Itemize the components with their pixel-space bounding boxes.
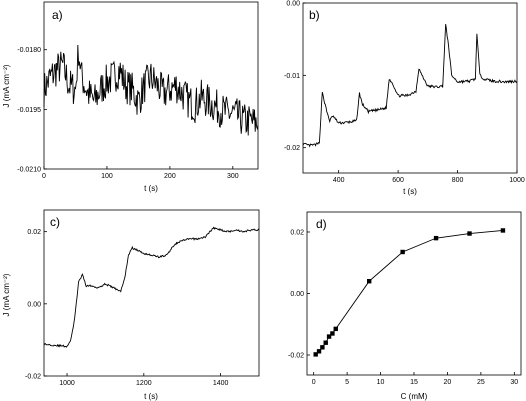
panel-d-data-point — [500, 228, 506, 233]
panel-d-ytick-label: 0.02 — [290, 229, 304, 236]
panel-a-ytick-label: -0.0195 — [17, 107, 41, 114]
panel-c-xlabel: t (s) — [144, 392, 158, 401]
panel-c-frame — [43, 209, 260, 377]
panel-b-ytick-label: -0.02 — [284, 145, 300, 152]
panel-b-label: b) — [309, 8, 320, 22]
panel-c-label: c) — [50, 215, 60, 229]
panel-a: 0 100 200 300 -0.0180 -0.0195 -0.0210 a) t (s)… — [2, 1, 259, 193]
panel-b-xlabel: t (s) — [403, 187, 417, 196]
panel-b-ytick-label: 0.00 — [286, 1, 300, 8]
panel-c: 1000 1200 1400 0.02 0.00 -0.02 c) t (s) J (mA… — [2, 209, 260, 401]
panel-d-xtick-label: 10 — [377, 379, 385, 386]
panel-a-xtick-label: 0 — [42, 173, 46, 180]
panel-d-ytick-label: 0.00 — [290, 291, 304, 298]
panel-a-label: a) — [52, 8, 63, 22]
panel-a-series-line — [43, 45, 259, 136]
panel-d-data-point — [330, 331, 335, 336]
panel-b-ytick-label: -0.01 — [284, 73, 300, 80]
panel-d-data-point — [467, 231, 472, 236]
panel-d-xtick-label: 20 — [444, 379, 452, 386]
panel-d-data-point — [316, 349, 322, 354]
panel-b-xtick-label: 800 — [452, 177, 464, 184]
panel-d-data-point — [323, 340, 328, 345]
panel-d-data-point — [333, 326, 338, 332]
panel-c-ylabel: J (mA cm⁻²) — [2, 273, 11, 316]
panel-a-xtick-label: 300 — [227, 173, 239, 180]
panel-d-ytick-label: -0.02 — [288, 353, 304, 360]
panel-c-ytick-label: 0.00 — [27, 301, 41, 308]
panel-d-data-point — [320, 345, 325, 350]
panel-b-frame — [302, 2, 518, 174]
panel-d-data-point — [366, 278, 372, 284]
panel-c-ytick-label: 0.02 — [27, 229, 41, 236]
panel-d-data-point — [313, 352, 318, 357]
panel-d-data-point — [400, 249, 405, 255]
panel-c-ytick-label: -0.02 — [25, 374, 41, 381]
panel-b-series-line — [302, 24, 518, 148]
panel-c-xtick-label: 1000 — [59, 380, 75, 387]
panel-a-ytick-label: -0.0210 — [17, 167, 41, 174]
panel-b-xtick-label: 1000 — [509, 177, 525, 184]
panel-b: 400 600 800 1000 0.00 -0.01 -0.02 b) t (s) — [284, 1, 525, 197]
panel-d-xlabel: C (mM) — [401, 392, 428, 401]
panel-d-data-point — [326, 334, 332, 339]
panel-d-xtick-label: 25 — [477, 379, 485, 386]
panel-a-ytick-label: -0.0180 — [17, 47, 41, 54]
panel-c-xtick-label: 1400 — [213, 380, 229, 387]
panel-d-xtick-label: 5 — [345, 379, 349, 386]
panel-b-xtick-label: 400 — [333, 177, 345, 184]
panel-d-data-point — [433, 235, 439, 241]
panel-d-fit-curve — [315, 230, 503, 355]
panel-d: 0 5 10 15 20 25 30 0.02 0.00 -0.02 d) C (mM) — [288, 211, 522, 401]
panel-b-xtick-label: 600 — [392, 177, 404, 184]
panel-d-xtick-label: 15 — [410, 379, 418, 386]
panel-a-ylabel: J (mA cm⁻²) — [2, 64, 11, 107]
panel-a-xlabel: t (s) — [144, 184, 158, 193]
panel-d-frame — [306, 211, 522, 376]
panel-a-xtick-label: 200 — [164, 173, 176, 180]
panel-a-xtick-label: 100 — [101, 173, 113, 180]
panel-c-series-line — [43, 226, 260, 348]
panel-d-xtick-label: 30 — [510, 379, 518, 386]
panel-c-xtick-label: 1200 — [136, 380, 152, 387]
panel-d-xtick-label: 0 — [312, 379, 316, 386]
panel-d-label: d) — [316, 217, 327, 231]
